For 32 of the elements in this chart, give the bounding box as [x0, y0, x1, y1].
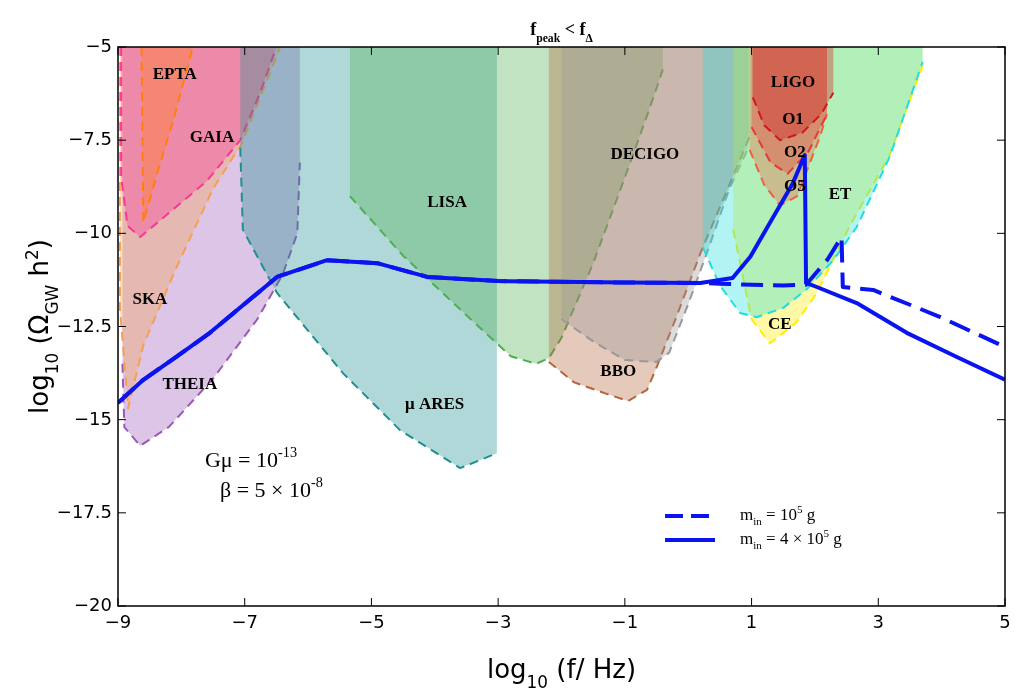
x-tick-label: −1 [611, 611, 639, 632]
y-tick-label: −12.5 [56, 314, 112, 336]
annotation: LIGO [770, 71, 816, 91]
series-label: μ ARES [405, 393, 465, 413]
series-label: THEIA [162, 374, 218, 394]
x-tick-label: −7 [231, 611, 258, 632]
series-label: ET [828, 184, 853, 204]
legend-label: m$_{in}$ = 4 × 10$^{5}$ g [740, 526, 843, 551]
x-tick-label: −3 [484, 611, 512, 632]
series-label: O2 [783, 142, 806, 162]
x-tick-label: −5 [358, 611, 385, 632]
series-label: EPTA [152, 63, 198, 83]
y-tick-label: −7.5 [68, 128, 112, 150]
legend-label: m$_{in}$ = 10$^{5}$ g [740, 502, 816, 527]
y-tick-label: −15 [74, 407, 112, 429]
x-tick-label: 1 [745, 611, 758, 632]
series-label: DECIGO [610, 143, 680, 163]
annotation: β = 5 × 10$^{-8}$ [220, 474, 323, 503]
annotation: Gμ = 10$^{-13}$ [204, 444, 298, 472]
series-label: O1 [782, 109, 804, 129]
series-label: GAIA [189, 127, 235, 147]
series-label: CE [767, 313, 792, 333]
x-tick-label: 3 [872, 611, 885, 632]
series-label: LISA [427, 191, 468, 211]
x-axis-title: log$_{10}$ (f/ Hz) [486, 654, 637, 692]
y-tick-label: −10 [74, 221, 112, 243]
series-label: BBO [600, 360, 637, 380]
chart-title: f$_{peak}$ < f$_{Δ}$ [530, 19, 594, 45]
y-tick-label: −5 [85, 35, 112, 56]
y-tick-label: −17.5 [56, 500, 112, 522]
x-tick-label: 5 [999, 611, 1011, 632]
series-label: SKA [132, 289, 169, 309]
